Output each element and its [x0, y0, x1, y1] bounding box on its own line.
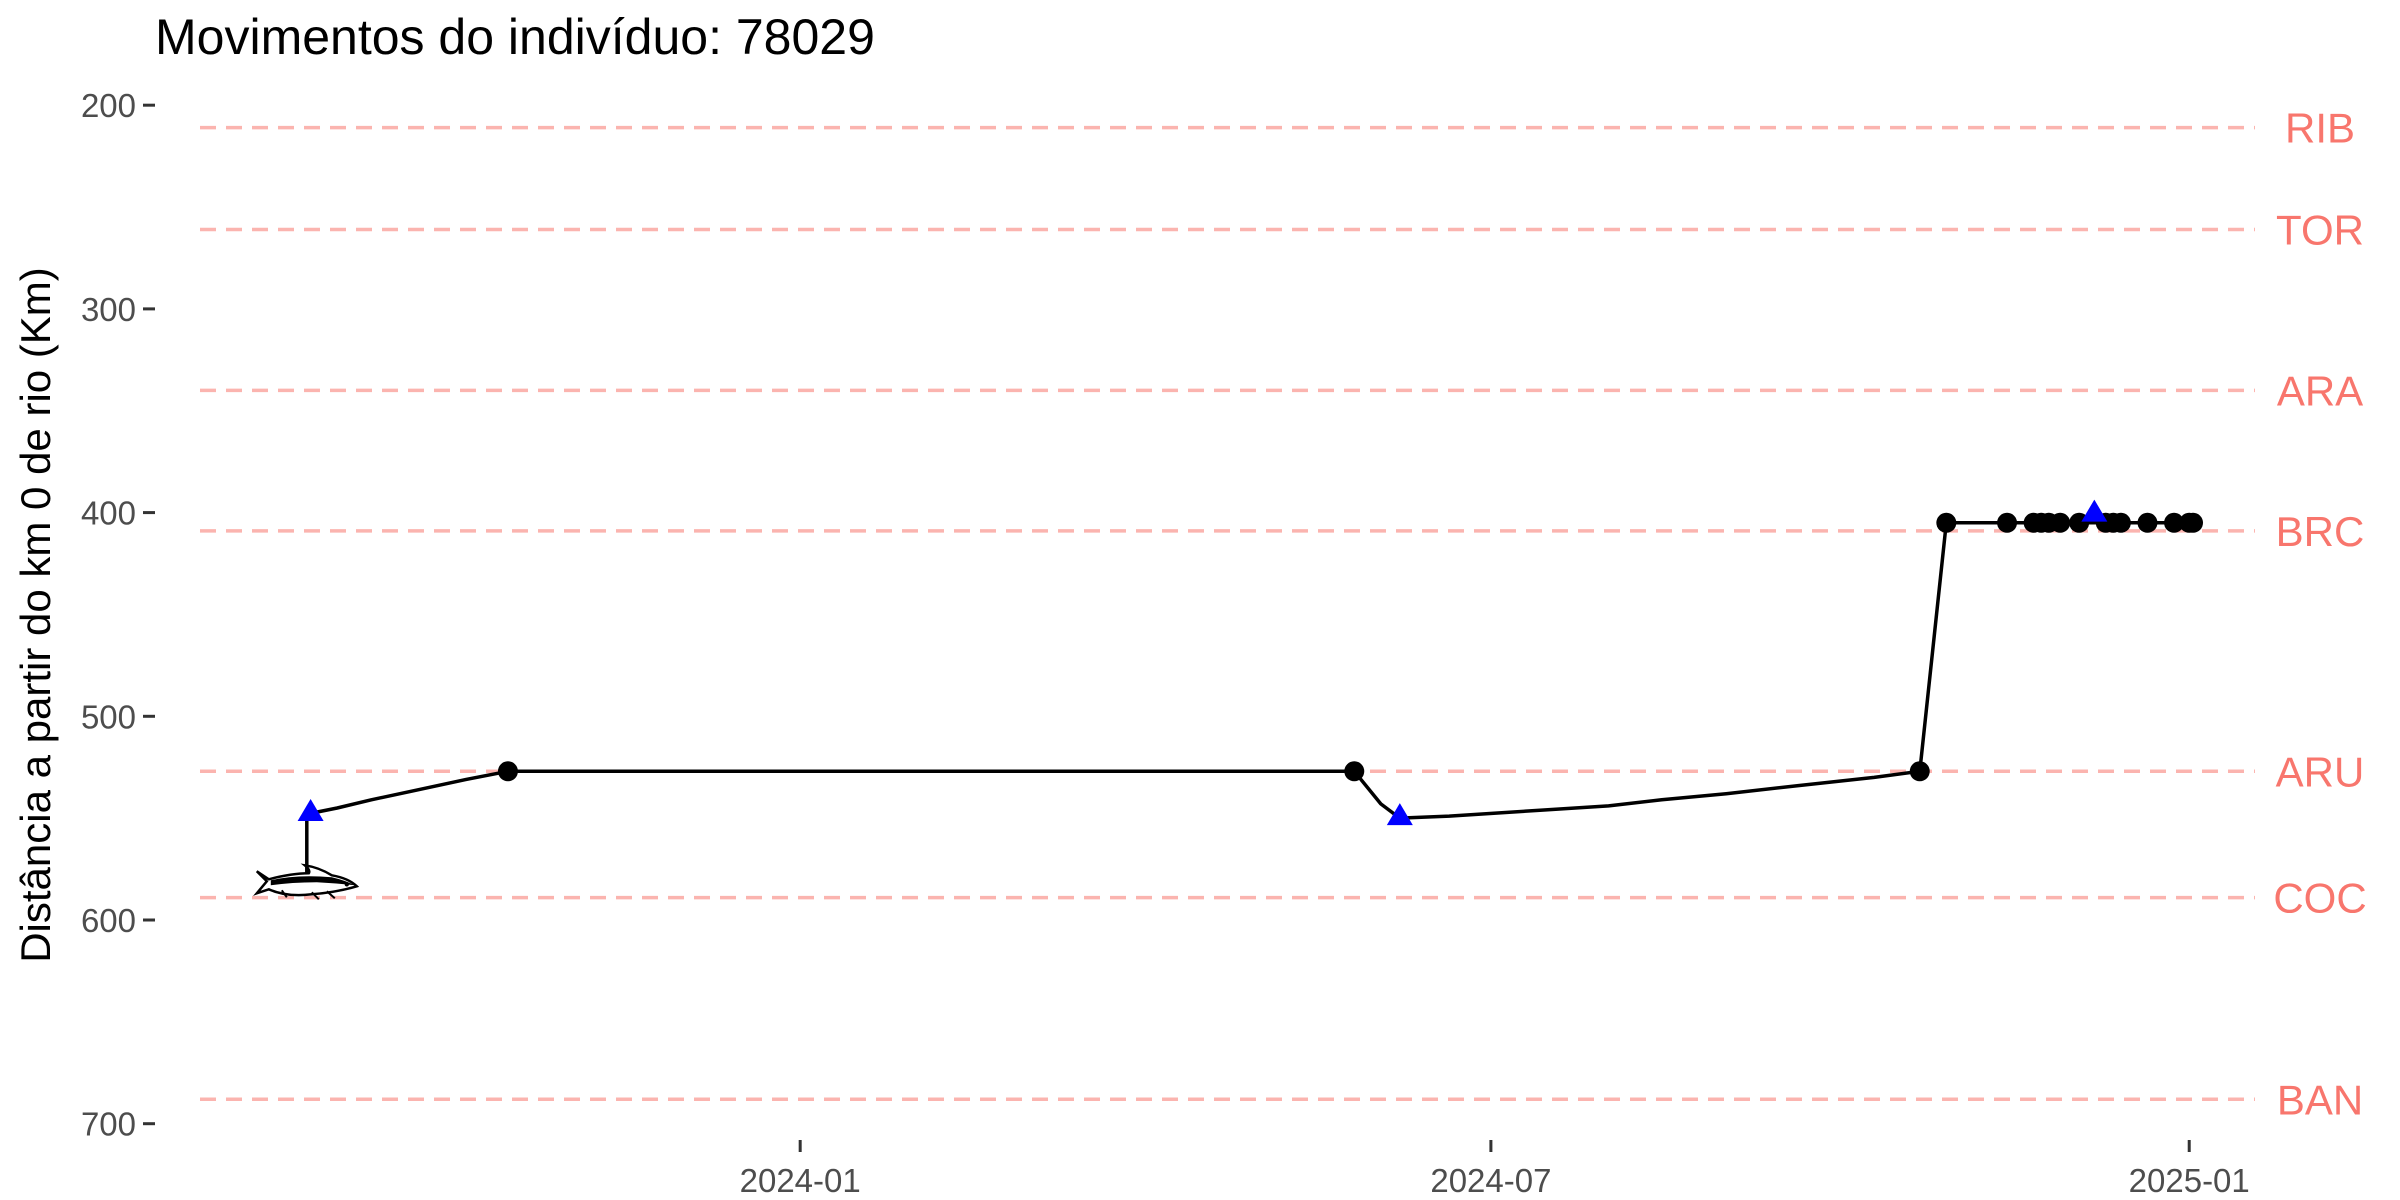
tagging-marker	[1386, 803, 1413, 826]
detection-points	[497, 512, 2204, 782]
movement-track-line	[305, 521, 2193, 878]
station-label-ban: BAN	[2277, 1076, 2363, 1123]
detection-point	[1997, 512, 2018, 533]
y-tick-label: 400	[81, 495, 136, 532]
x-tick-label: 2025-01	[2129, 1162, 2250, 1199]
tagging-marker	[2081, 499, 2108, 522]
station-label-ara: ARA	[2277, 367, 2363, 414]
station-label-brc: BRC	[2276, 508, 2365, 555]
detection-point	[1344, 761, 1365, 782]
x-tick-label: 2024-01	[740, 1162, 861, 1199]
fish-fin	[311, 891, 320, 901]
fish-icon	[253, 863, 360, 901]
chart-title: Movimentos do indivíduo: 78029	[155, 9, 875, 65]
detection-point	[1909, 761, 1930, 782]
axes: 200 300 400 500 600 700 2024-01 2024-07 2025-01	[81, 87, 2250, 1199]
x-tick-label: 2024-07	[1430, 1162, 1551, 1199]
fish-icon-layer	[253, 863, 360, 901]
y-tick-label: 700	[81, 1106, 136, 1143]
y-axis-label: Distância a partir do km 0 de rio (Km)	[12, 267, 59, 963]
tagging-markers	[297, 499, 2108, 826]
y-tick-label: 200	[81, 87, 136, 124]
fish-fin	[326, 890, 336, 900]
detection-point	[2164, 512, 2185, 533]
detection-point	[2110, 512, 2131, 533]
station-label-aru: ARU	[2276, 748, 2365, 795]
y-tick-label: 600	[81, 902, 136, 939]
detection-point	[497, 761, 518, 782]
fish-fin	[280, 889, 288, 898]
station-label-rib: RIB	[2285, 105, 2355, 152]
tagging-marker	[297, 799, 324, 822]
movement-track	[305, 521, 2193, 878]
fish-eye	[344, 882, 349, 887]
detection-point	[1936, 512, 1957, 533]
y-tick-label: 500	[81, 698, 136, 735]
detection-point	[2183, 512, 2204, 533]
y-tick-label: 300	[81, 291, 136, 328]
station-label-coc: COC	[2273, 875, 2366, 922]
detection-point	[2137, 512, 2158, 533]
fish-back-stripe	[270, 876, 355, 886]
detection-point	[2050, 512, 2071, 533]
station-label-tor: TOR	[2276, 206, 2364, 253]
